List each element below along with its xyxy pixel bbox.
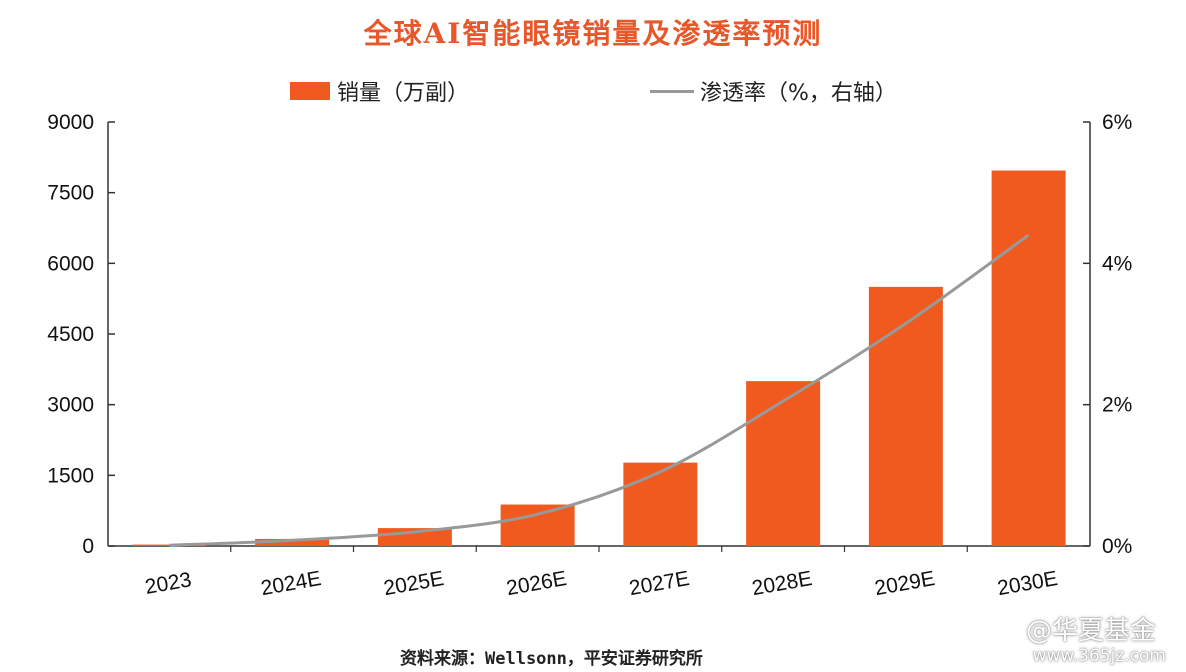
y-left-tick-label: 7500 [47,182,94,205]
y-left-tick-label: 3000 [47,394,94,417]
y-left-tick-label: 6000 [47,252,94,275]
y-right-tick-label: 2% [1102,394,1132,417]
x-tick-label: 2027E [627,567,691,600]
x-tick-label: 2029E [873,567,937,600]
bar [991,170,1066,546]
bar [868,286,943,546]
y-left-tick-label: 0 [82,535,94,558]
chart-title: 全球AI智能眼镜销量及渗透率预测 [363,17,823,50]
x-tick-label: 2023 [143,568,193,599]
y-left-tick-label: 1500 [47,464,94,487]
watermark-url: www.365jz.com [1032,646,1166,666]
x-tick-label: 2024E [259,567,323,600]
bar [746,381,821,546]
y-left-tick-label: 4500 [47,323,94,346]
penetration-line [169,233,1030,547]
source-note: 资料来源：Wellsonn，平安证券研究所 [400,649,703,669]
bar [623,462,698,546]
watermark-brand: @华夏基金 [1025,616,1156,646]
bar [255,538,330,546]
chart-legend: 销量（万副） 渗透率（%，右轴） [0,72,1186,108]
legend-bar-label: 销量（万副） [337,81,470,106]
y-left-tick-label: 9000 [47,111,94,134]
x-tick-label: 2026E [505,567,569,600]
legend-bar-swatch [290,82,330,100]
x-tick-label: 2025E [382,567,446,600]
legend-line-label: 渗透率（%，右轴） [700,81,897,106]
y-right-tick-label: 4% [1102,252,1132,275]
legend-line-swatch [650,90,694,93]
x-tick-label: 2030E [996,567,1060,600]
y-right-tick-label: 6% [1102,111,1132,134]
x-tick-label: 2028E [750,567,814,600]
y-right-tick-label: 0% [1102,535,1132,558]
bar [500,504,575,546]
